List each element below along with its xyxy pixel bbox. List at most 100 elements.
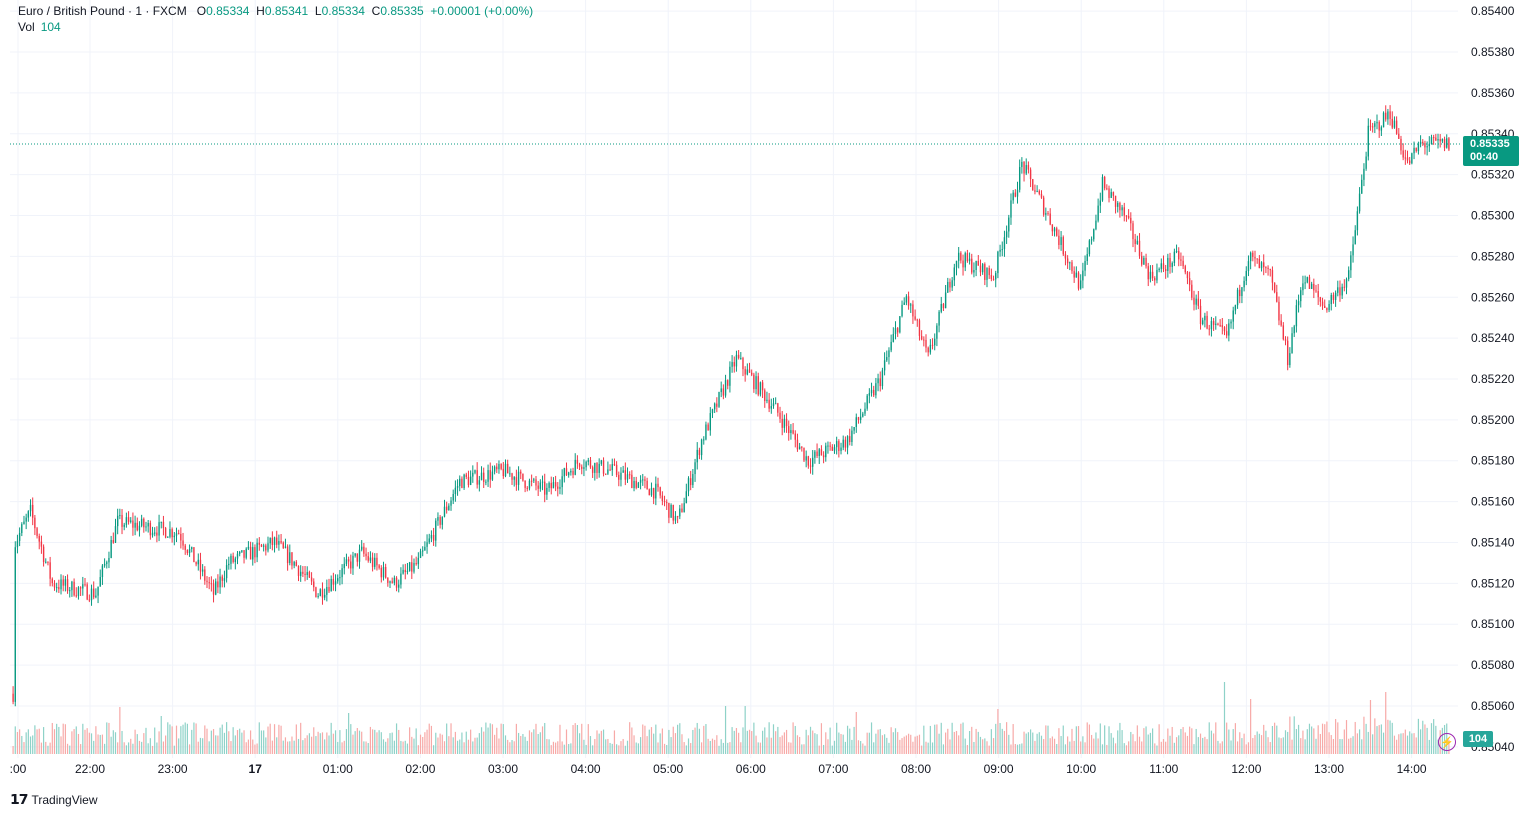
candle-body bbox=[552, 482, 555, 489]
candle-body bbox=[337, 578, 339, 582]
candle bbox=[1195, 294, 1197, 310]
volume-bar bbox=[45, 741, 47, 754]
volume-bar bbox=[291, 736, 293, 754]
volume-bar bbox=[1154, 743, 1156, 754]
volume-bar bbox=[341, 742, 343, 754]
candle-body bbox=[524, 480, 526, 488]
candle-body bbox=[1284, 339, 1287, 341]
volume-bar bbox=[1332, 739, 1335, 754]
candle-body bbox=[986, 267, 988, 280]
volume-bar bbox=[114, 732, 117, 754]
volume-value: 104 bbox=[40, 20, 61, 34]
candle bbox=[1286, 336, 1289, 371]
candle-body bbox=[977, 260, 979, 266]
candle bbox=[1141, 251, 1143, 267]
candle-body bbox=[1282, 325, 1285, 340]
candle-body bbox=[938, 311, 940, 326]
candle bbox=[1123, 202, 1125, 222]
volume-bar bbox=[716, 735, 718, 754]
candle-body bbox=[1158, 268, 1160, 271]
candle bbox=[1093, 228, 1095, 242]
candle-body bbox=[204, 569, 206, 581]
time-tick-label: 12:00 bbox=[1231, 762, 1261, 776]
candle bbox=[1186, 271, 1189, 285]
candle bbox=[121, 509, 123, 535]
candle bbox=[1147, 262, 1149, 287]
volume-bar bbox=[465, 731, 467, 754]
candle bbox=[1095, 214, 1097, 231]
volume-bar bbox=[1365, 723, 1367, 754]
candle-body bbox=[615, 464, 618, 475]
candle bbox=[594, 462, 596, 481]
volume-label[interactable]: Vol bbox=[18, 20, 35, 34]
candle-body bbox=[798, 446, 801, 450]
candle bbox=[990, 268, 993, 282]
volume-bars bbox=[12, 682, 1450, 754]
candle-body bbox=[435, 520, 437, 541]
candle bbox=[317, 593, 319, 599]
volume-bar bbox=[143, 733, 145, 754]
symbol-title[interactable]: Euro / British Pound · 1 · FXCM bbox=[18, 4, 187, 18]
volume-bar bbox=[633, 735, 635, 754]
candle-body bbox=[618, 474, 620, 480]
volume-bar bbox=[1058, 728, 1060, 754]
candle bbox=[1306, 276, 1308, 284]
candle-body bbox=[1321, 301, 1324, 306]
candle bbox=[744, 366, 746, 382]
candle-body bbox=[502, 468, 505, 477]
volume-bar bbox=[921, 745, 923, 754]
volume-bar bbox=[467, 739, 470, 754]
volume-bar bbox=[1051, 736, 1053, 754]
candle-body bbox=[583, 467, 585, 469]
candle-body bbox=[452, 494, 454, 501]
candle-body bbox=[108, 557, 110, 563]
candle-body bbox=[1119, 202, 1121, 211]
volume-bar bbox=[1424, 724, 1426, 754]
candle-body bbox=[1391, 118, 1393, 128]
candle-body bbox=[1363, 168, 1365, 180]
candle bbox=[430, 530, 433, 543]
tradingview-logo-icon: 𝟭𝟳 bbox=[10, 791, 29, 807]
candle-body bbox=[191, 547, 193, 550]
volume-bar bbox=[1315, 738, 1317, 754]
candle-body bbox=[581, 466, 583, 469]
volume-bar bbox=[82, 723, 84, 754]
candle bbox=[522, 473, 524, 482]
volume-bar bbox=[138, 740, 141, 754]
candle-body bbox=[18, 533, 21, 541]
candle-body bbox=[132, 520, 134, 528]
candle-body bbox=[1199, 305, 1202, 325]
candle bbox=[138, 521, 141, 537]
candle-body bbox=[679, 508, 681, 517]
tradingview-brand[interactable]: 𝟭𝟳 TradingView bbox=[10, 791, 98, 808]
volume-bar bbox=[520, 736, 522, 754]
candle bbox=[768, 393, 770, 413]
volume-bar bbox=[99, 734, 101, 754]
candle-body bbox=[1256, 258, 1258, 260]
candle-body bbox=[936, 325, 938, 339]
volume-bar bbox=[1025, 733, 1027, 754]
price-tick-label: 0.85200 bbox=[1471, 413, 1515, 427]
volume-bar bbox=[637, 743, 640, 754]
candle bbox=[119, 508, 121, 520]
volume-bar bbox=[245, 742, 247, 754]
volume-bar bbox=[1287, 731, 1289, 754]
candle bbox=[724, 374, 727, 398]
volume-bar bbox=[361, 731, 363, 754]
candle bbox=[700, 438, 703, 460]
candle-body bbox=[1252, 252, 1254, 257]
candle bbox=[920, 330, 923, 341]
candle bbox=[1149, 265, 1152, 283]
candle-body bbox=[657, 483, 659, 488]
volume-bar bbox=[677, 724, 679, 754]
volume-bar bbox=[851, 739, 853, 754]
lightning-icon[interactable]: ⚡ bbox=[1438, 733, 1456, 751]
candle bbox=[1016, 181, 1019, 204]
candle bbox=[838, 439, 840, 458]
volume-bar bbox=[273, 724, 276, 754]
volume-bar bbox=[557, 741, 559, 754]
volume-bar bbox=[145, 727, 147, 754]
candle-body bbox=[365, 553, 367, 557]
candle-body bbox=[966, 253, 969, 262]
